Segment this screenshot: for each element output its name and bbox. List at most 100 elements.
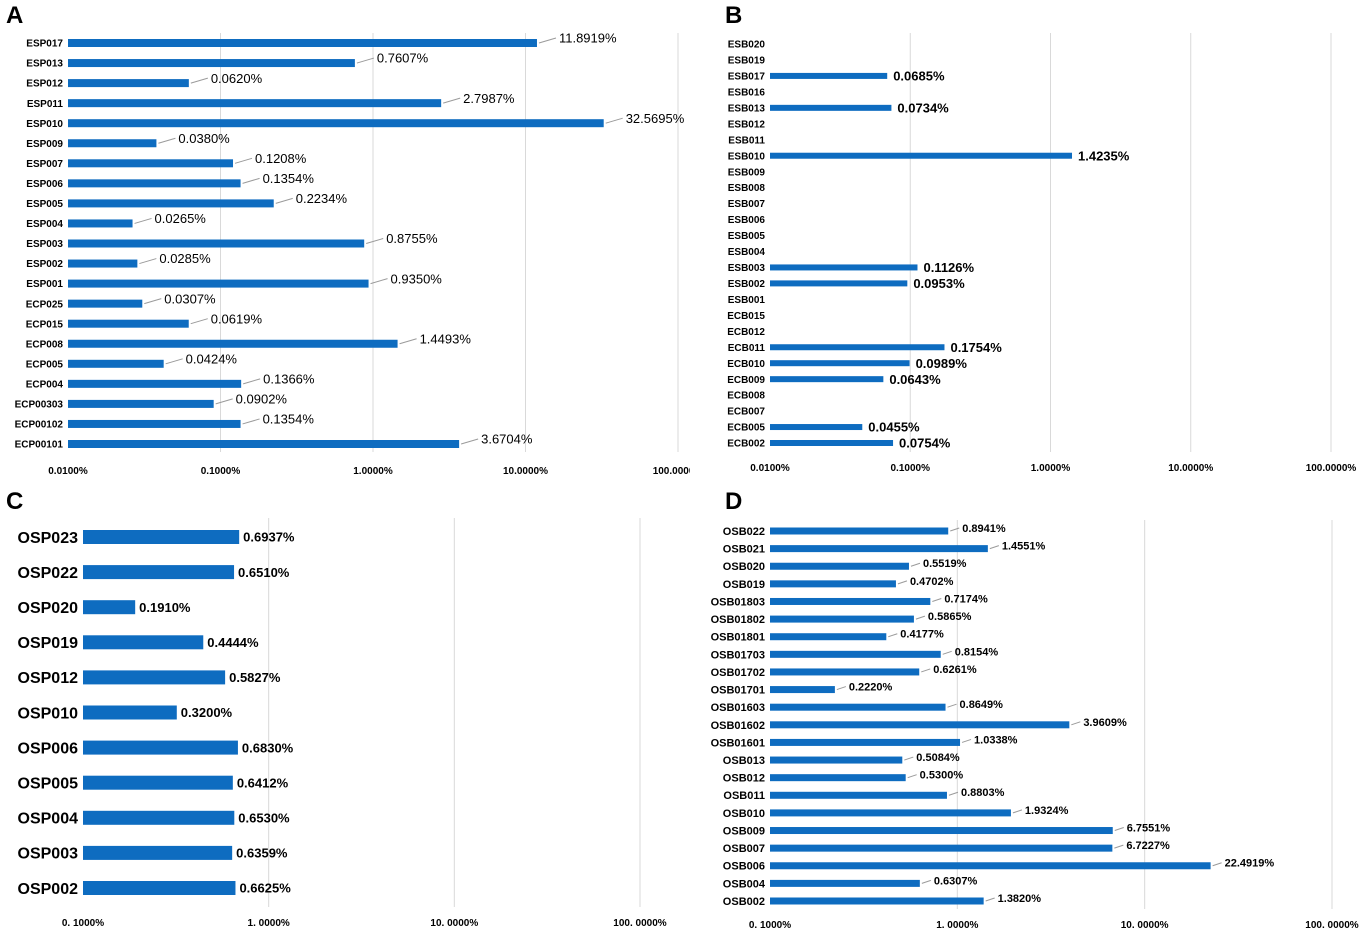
panel-c-value-label: 0.6530% (238, 810, 290, 825)
panel-d-leader-line (921, 879, 931, 884)
panel-d-leader-line (910, 562, 921, 567)
panel-d-leader-line (915, 615, 926, 620)
panel-d-category-label: OSB007 (723, 843, 765, 855)
panel-a-leader-line (275, 197, 293, 204)
panel-d-bar (770, 527, 949, 535)
panel-d-bar (770, 650, 941, 658)
panel-a-xtick-label: 1.0000% (353, 466, 393, 477)
panel-c-bar (83, 600, 136, 615)
panel-a-category-label: ESP001 (26, 279, 63, 290)
panel-d-bar (770, 580, 896, 588)
panel-d-leader-line (932, 598, 942, 602)
panel-b-value-label: 1.4235% (1078, 148, 1130, 163)
panel-a-category-label: ECP015 (26, 319, 64, 330)
panel-d-category-label: OSB021 (723, 544, 765, 556)
panel-d-leader-line (1012, 809, 1023, 814)
panel-a-category-label: ECP008 (26, 339, 64, 350)
panel-b-value-label: 0.1754% (950, 340, 1002, 355)
panel-d-leader-line (961, 738, 972, 743)
panel-a: A 0.0100% 0.1000% 1.0000% 10.0000% 100.0000%… (0, 0, 690, 485)
panel-c-bar (83, 740, 238, 755)
panel-c-xtick-label: 0. 1000% (62, 918, 104, 929)
panel-a-bar (68, 79, 189, 88)
panel-a-leader-line (538, 37, 557, 44)
panel-d-bar (770, 721, 1070, 729)
panel-a-value-label: 0.0424% (186, 351, 238, 366)
panel-b-value-label: 0.0685% (893, 69, 945, 84)
panel-a-category-label: ESP003 (26, 239, 63, 250)
panel-d-value-label: 0.5084% (916, 752, 960, 764)
panel-d-value-label: 1.4551% (1002, 541, 1046, 553)
panel-c-value-label: 0.6625% (239, 881, 291, 896)
panel-b-category-label: ESB016 (728, 87, 766, 98)
panel-a-leader-line (242, 418, 260, 425)
panel-a-leader-line (190, 318, 208, 325)
panel-d-leader-line (950, 527, 960, 532)
panel-d-category-label: OSB01802 (711, 614, 765, 626)
panel-a-value-label: 32.5695% (626, 111, 685, 126)
panel-d-leader-line (888, 633, 898, 638)
panel-d-value-label: 0.2220% (849, 682, 893, 694)
panel-c-category-label: OSP003 (18, 846, 79, 863)
panel-a-value-label: 11.8919% (559, 31, 617, 46)
panel-d-bar (770, 668, 920, 676)
panel-a-leader-line (139, 258, 157, 265)
panel-d-category-label: OSB012 (723, 773, 765, 785)
panel-b-bar (770, 152, 1073, 159)
panel-d-value-label: 0.8803% (961, 787, 1005, 799)
panel-d-xtick-label: 10. 0000% (1121, 920, 1169, 931)
panel-a-category-label: ESP011 (27, 99, 64, 110)
panel-d-value-label: 0.4177% (900, 629, 944, 641)
panel-a-leader-line (243, 378, 261, 385)
panel-d-leader-line (1114, 827, 1124, 831)
panel-a-category-label: ECP004 (26, 379, 64, 390)
panel-a-value-label: 1.4493% (420, 331, 472, 346)
panel-d-bar (770, 774, 906, 782)
panel-c-chart: 0. 1000% 1. 0000% 10. 0000% 100. 0000% OSP02… (18, 518, 667, 929)
panel-a-bar (68, 99, 442, 108)
panel-d-leader-line (942, 650, 952, 655)
panel-a-value-label: 0.0307% (164, 291, 216, 306)
panel-d-value-label: 0.5865% (928, 611, 972, 623)
panel-d-category-label: OSB010 (723, 808, 765, 820)
panel-b-category-label: ESB006 (728, 215, 766, 226)
panel-a-leader-line (234, 157, 253, 164)
panel-d-category-label: OSB022 (723, 526, 765, 538)
panel-d-category-label: OSB01801 (711, 632, 765, 644)
panel-d-xtick-label: 100. 0000% (1305, 920, 1358, 931)
panel-b-category-label: ESB013 (728, 103, 766, 114)
panel-a-bar (68, 359, 164, 368)
panel-c-label: C (6, 488, 24, 515)
panel-d-category-label: OSB011 (723, 790, 765, 802)
panel-a-chart: 0.0100% 0.1000% 1.0000% 10.0000% 100.0000% ES… (15, 31, 690, 477)
panel-a-value-label: 0.0902% (236, 392, 288, 407)
panel-d-bar (770, 738, 961, 746)
panel-a-leader-line (366, 238, 384, 244)
panel-c-value-label: 0.3200% (181, 705, 233, 720)
panel-d-leader-line (836, 686, 847, 691)
panel-a-bar (68, 419, 241, 428)
panel-d-leader-line (1114, 844, 1124, 849)
panel-d-value-label: 0.6261% (933, 664, 977, 676)
panel-b-category-label: ESB002 (728, 279, 766, 290)
panel-a-xtick-label: 100.0000% (653, 466, 690, 477)
panel-d-bar (770, 545, 988, 553)
panel-a-bar (68, 39, 537, 47)
panel-b-category-label: ESB009 (728, 167, 766, 178)
panel-b-bar (770, 360, 910, 367)
panel-d-leader-line (907, 774, 917, 779)
panel-c-xtick-label: 10. 0000% (430, 918, 478, 929)
panel-d-bar (770, 862, 1211, 870)
panel-d-category-label: OSB004 (723, 878, 766, 890)
panel-a-value-label: 2.7987% (463, 91, 515, 106)
panel-b-category-label: ESB020 (728, 40, 766, 51)
panel-b-xtick-label: 100.0000% (1306, 463, 1357, 474)
panel-c-bar (83, 810, 235, 825)
panel-d-category-label: OSB020 (723, 561, 765, 573)
panel-a-leader-line (356, 57, 375, 64)
panel-a-category-label: ECP00102 (15, 420, 64, 431)
panel-b-category-label: ECB012 (727, 327, 765, 338)
panel-d-value-label: 3.9609% (1083, 717, 1127, 729)
panel-a-value-label: 0.2234% (296, 191, 348, 206)
panel-a-xtick-label: 0.1000% (201, 466, 241, 477)
